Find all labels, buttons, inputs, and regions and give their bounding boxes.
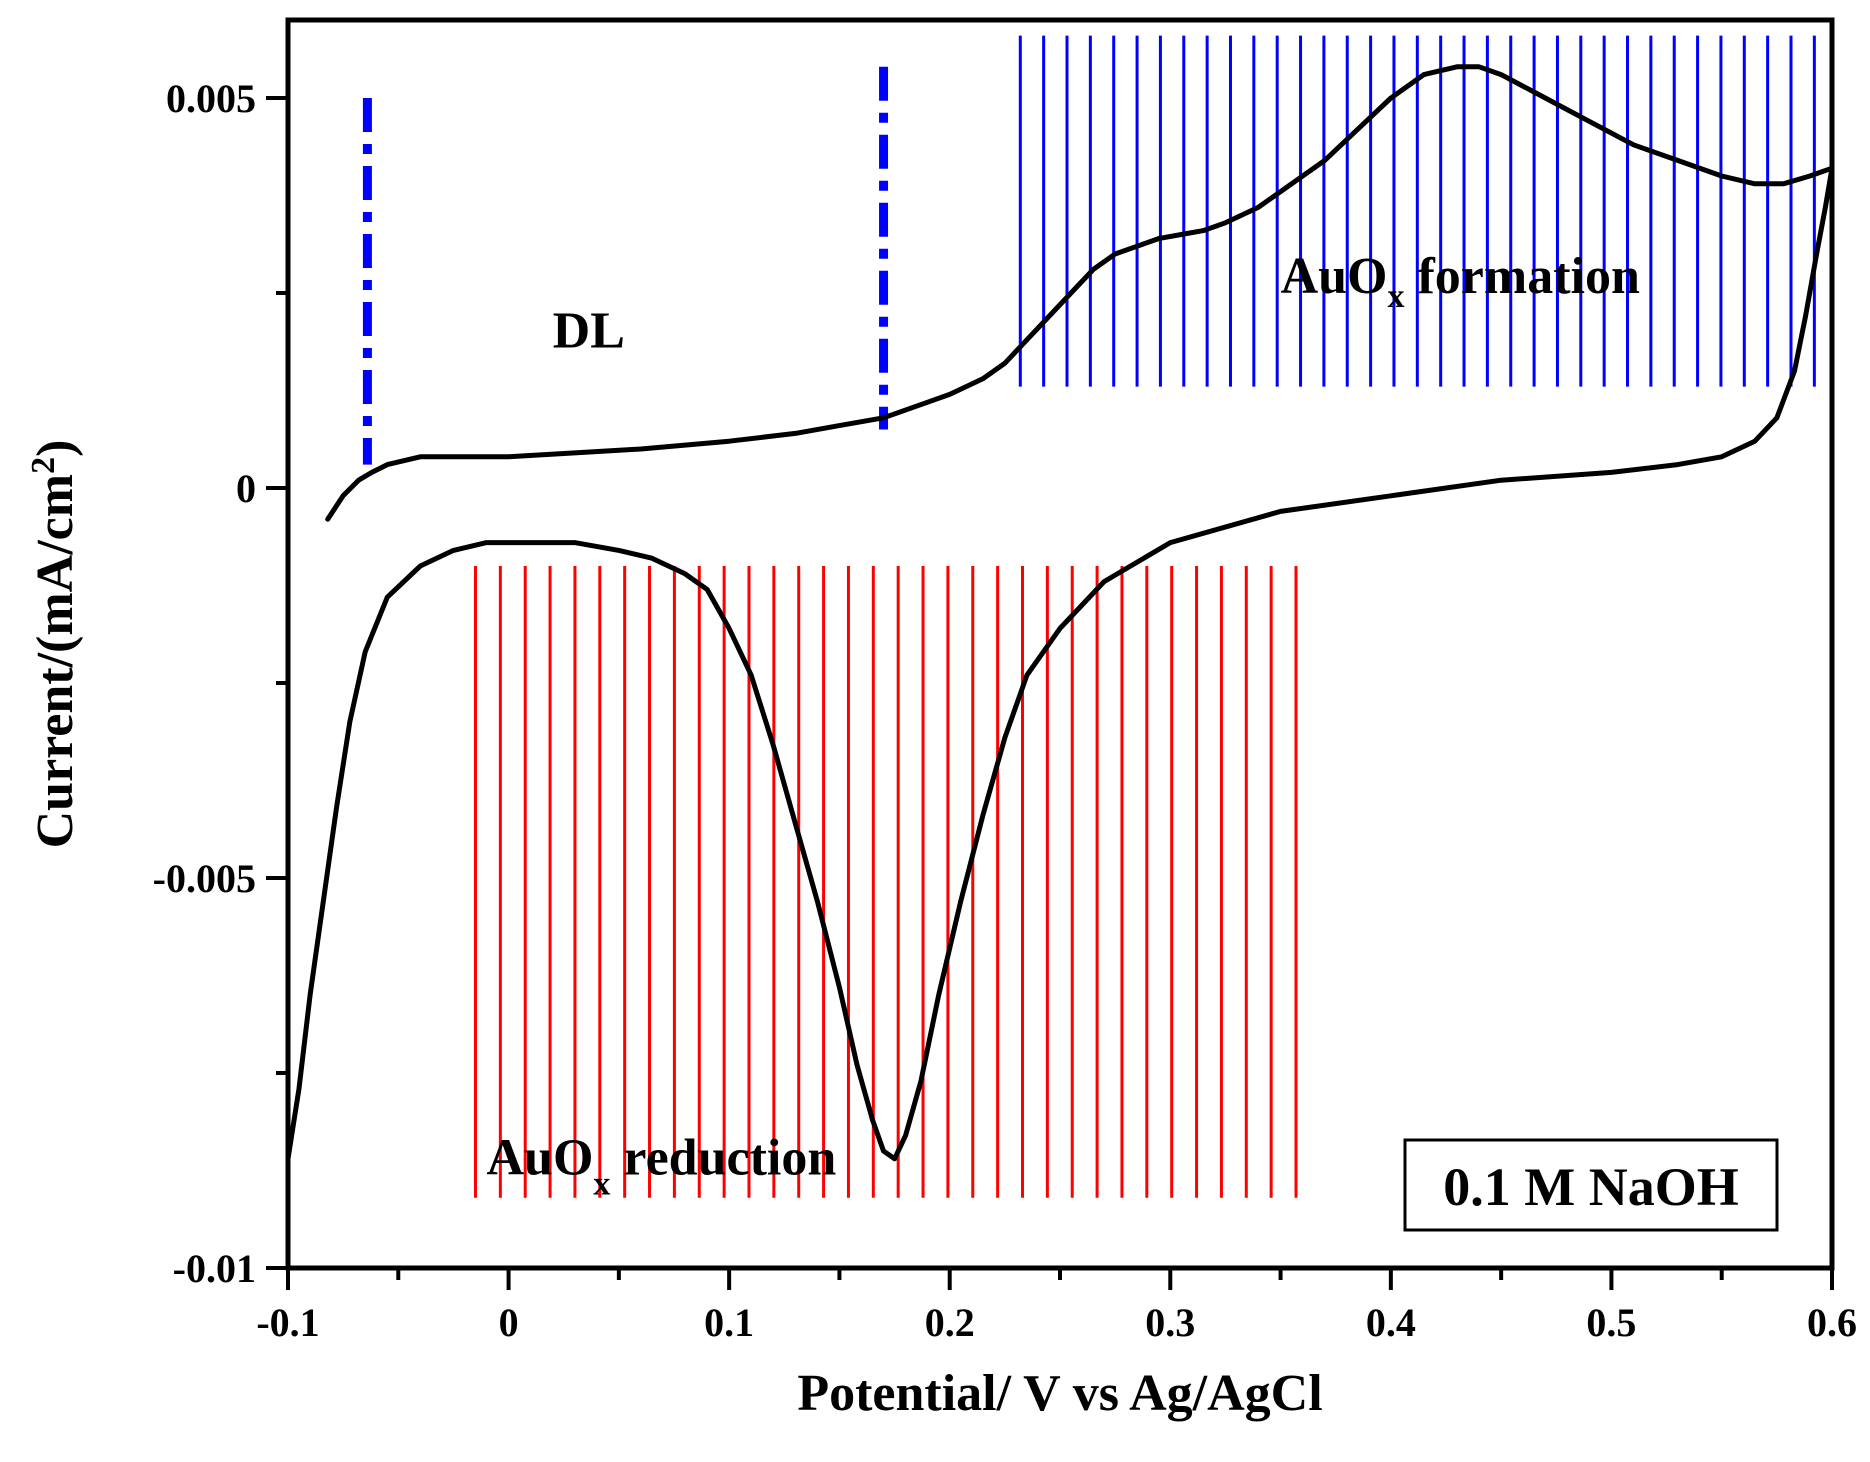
y-tick-label-1: -0.005: [153, 856, 256, 901]
series-anodic: [325, 64, 1835, 522]
x-tick-label-5: 0.4: [1366, 1300, 1416, 1345]
annotation-auox-reduction: AuOx reduction: [487, 1129, 837, 1202]
axis-ticks: [266, 96, 1834, 1290]
data-series: [285, 64, 1835, 1162]
y-tick-label-2: 0: [236, 466, 256, 511]
legend-text: 0.1 M NaOH: [1443, 1157, 1738, 1217]
reduction-label-sub: x: [593, 1165, 610, 1202]
series-cathodic: [285, 165, 1835, 1162]
x-tick-label-3: 0.2: [925, 1300, 975, 1345]
x-axis-title: Potential/ V vs Ag/AgCl: [797, 1365, 1322, 1422]
y-axis-title-end: ): [27, 440, 84, 457]
plot-frame: [285, 17, 1835, 1271]
x-tick-label-7: 0.6: [1807, 1300, 1857, 1345]
reduction-label-main: AuO: [487, 1129, 594, 1186]
y-axis-title-sup: 2: [25, 457, 62, 474]
x-tick-label-2: 0.1: [704, 1300, 754, 1345]
formation-label-main: AuO: [1281, 248, 1388, 305]
annotation-auox-formation: AuOx formation: [1281, 248, 1640, 315]
x-tick-label-6: 0.5: [1586, 1300, 1636, 1345]
axis-tick-labels: -0.1 0 0.1 0.2 0.3 0.4 0.5 0.6 -0.01 -0.005 0 0.005: [153, 76, 1857, 1345]
formation-label-end: formation: [1404, 248, 1639, 305]
y-axis-title: Current/(mA/cm2): [25, 440, 84, 849]
formation-label-sub: x: [1387, 278, 1404, 315]
x-tick-label-0: -0.1: [256, 1300, 319, 1345]
x-tick-label-1: 0: [499, 1300, 519, 1345]
y-tick-label-0: -0.01: [173, 1246, 256, 1291]
y-axis-title-main: Current/(mA/cm: [27, 474, 84, 849]
x-tick-label-4: 0.3: [1145, 1300, 1195, 1345]
reduction-label-end: reduction: [610, 1129, 836, 1186]
y-tick-label-3: 0.005: [166, 76, 256, 121]
region-boundaries: [362, 66, 889, 465]
annotation-dl: DL: [553, 303, 625, 360]
hatched-regions: [473, 35, 1816, 1198]
legend-box: 0.1 M NaOH: [1403, 1138, 1779, 1232]
